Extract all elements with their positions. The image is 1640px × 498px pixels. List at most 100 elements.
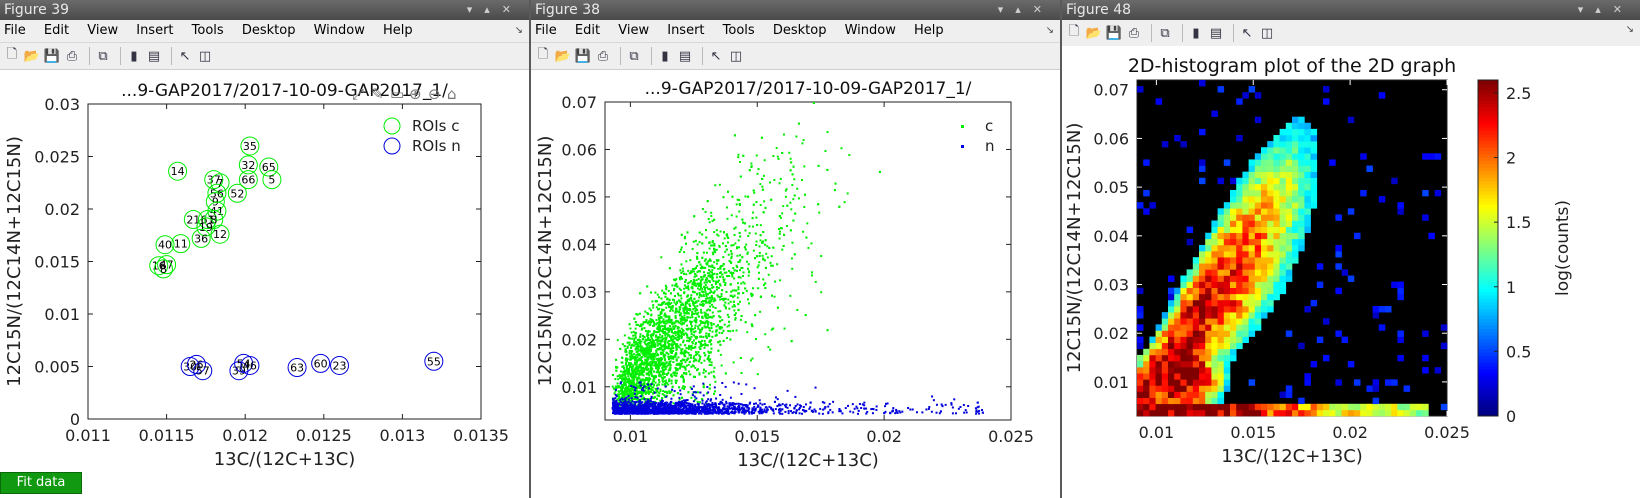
point-n	[786, 389, 789, 392]
point-c	[621, 385, 624, 388]
menu-file[interactable]: File	[4, 23, 26, 38]
point-c	[722, 297, 725, 300]
home-icon[interactable]: ⌂	[447, 85, 457, 103]
point-c	[762, 278, 765, 281]
datatip-icon[interactable]: ▭	[390, 85, 404, 103]
menubar-dock-icon[interactable]: ↘	[1045, 25, 1054, 36]
point-c	[665, 381, 668, 384]
point-n	[753, 408, 756, 411]
point-n	[935, 403, 938, 406]
point-c	[747, 263, 750, 266]
point-c	[674, 279, 677, 282]
point-c	[672, 335, 675, 338]
colorbar-icon[interactable]: ▮	[130, 48, 138, 64]
point-c	[683, 385, 686, 388]
print-icon[interactable]: ⎙	[66, 48, 78, 64]
new-figure-icon[interactable]: 🗋	[6, 47, 18, 62]
menu-help[interactable]: Help	[914, 23, 944, 38]
property-editor-icon[interactable]: ◫	[198, 48, 212, 64]
chart-roi-scatter[interactable]: 0.011 0.0115 0.012 0.0125 0.013 0.013500.0050…	[0, 70, 531, 498]
point-c	[636, 365, 639, 368]
menu-edit[interactable]: Edit	[574, 23, 601, 38]
window-titlebar[interactable]: Figure 39 ▾▴✕	[0, 0, 529, 20]
point-n	[928, 406, 931, 409]
point-n	[715, 397, 718, 400]
point-c	[679, 343, 682, 346]
point-n	[702, 394, 705, 397]
point-c	[726, 206, 729, 209]
pointer-icon[interactable]: ↖	[710, 48, 722, 64]
brush-icon[interactable]: ✎	[371, 85, 384, 103]
point-n	[795, 412, 798, 415]
point-c	[703, 281, 706, 284]
point-c	[668, 303, 671, 306]
window-controls[interactable]: ▾▴✕	[466, 3, 523, 16]
fit-data-button[interactable]: Fit data	[0, 472, 82, 494]
point-c	[707, 217, 710, 220]
menu-insert[interactable]: Insert	[667, 23, 705, 38]
link-plot-icon[interactable]: ⧉	[98, 48, 108, 64]
window-controls[interactable]: ▾▴✕	[997, 3, 1054, 16]
point-c	[791, 184, 794, 187]
menu-file[interactable]: File	[535, 23, 557, 38]
point-c	[843, 201, 846, 204]
menu-insert[interactable]: Insert	[136, 23, 174, 38]
point-c	[692, 346, 695, 349]
point-c	[661, 334, 664, 337]
point-c	[672, 402, 675, 405]
menu-view[interactable]: View	[87, 23, 119, 38]
menu-window[interactable]: Window	[313, 23, 365, 38]
point-c	[681, 387, 684, 390]
roi-label: 23	[333, 359, 347, 372]
point-c	[682, 318, 685, 321]
legend-icon[interactable]: ▤	[147, 48, 161, 64]
roi-label: 14	[171, 165, 185, 178]
new-figure-icon[interactable]: 🗋	[537, 47, 549, 62]
colorbar-icon[interactable]: ▮	[661, 48, 669, 64]
point-c	[618, 374, 621, 377]
zoom-in-icon[interactable]: ⊕	[409, 85, 422, 103]
point-c	[652, 339, 655, 342]
point-n	[801, 409, 804, 412]
open-file-icon[interactable]: 📂	[23, 48, 41, 64]
menu-edit[interactable]: Edit	[43, 23, 70, 38]
menubar-dock-icon[interactable]: ↘	[514, 25, 523, 36]
point-c	[707, 259, 710, 262]
link-plot-icon[interactable]: ⧉	[629, 48, 639, 64]
menu-window[interactable]: Window	[844, 23, 896, 38]
pan-icon[interactable]: ⤢	[352, 85, 365, 103]
menu-tools[interactable]: Tools	[722, 23, 755, 38]
pointer-icon[interactable]: ↖	[179, 48, 191, 64]
point-c	[743, 222, 746, 225]
point-c	[642, 335, 645, 338]
point-c	[754, 232, 757, 235]
save-icon[interactable]: 💾	[574, 48, 592, 64]
point-c	[630, 362, 633, 365]
menu-help[interactable]: Help	[383, 23, 413, 38]
point-c	[717, 267, 720, 270]
zoom-out-icon[interactable]: ⊖	[428, 85, 441, 103]
point-c	[657, 364, 660, 367]
point-n	[827, 405, 830, 408]
point-c	[756, 172, 759, 175]
point-n	[675, 408, 678, 411]
point-c	[796, 309, 799, 312]
menu-tools[interactable]: Tools	[191, 23, 224, 38]
menu-view[interactable]: View	[618, 23, 650, 38]
open-file-icon[interactable]: 📂	[554, 48, 572, 64]
property-editor-icon[interactable]: ◫	[729, 48, 743, 64]
menu-desktop[interactable]: Desktop	[241, 23, 296, 38]
point-n	[911, 408, 914, 411]
legend-icon[interactable]: ▤	[678, 48, 692, 64]
point-c	[713, 261, 716, 264]
chart-cn-scatter[interactable]: 0.01 0.015 0.02 0.0250.010.020.030.040.050.…	[531, 70, 1062, 498]
point-c	[616, 375, 619, 378]
save-icon[interactable]: 💾	[43, 48, 61, 64]
print-icon[interactable]: ⎙	[597, 48, 609, 64]
point-n	[623, 410, 626, 413]
point-c	[633, 368, 636, 371]
point-c	[707, 354, 710, 357]
window-titlebar[interactable]: Figure 38 ▾▴✕	[531, 0, 1060, 20]
point-c	[712, 305, 715, 308]
menu-desktop[interactable]: Desktop	[772, 23, 827, 38]
